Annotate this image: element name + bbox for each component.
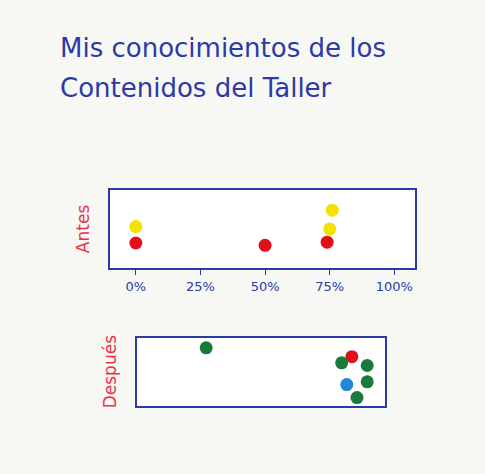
- svg-text:Antes: Antes: [73, 205, 93, 254]
- svg-text:50%: 50%: [251, 279, 280, 294]
- svg-text:75%: 75%: [315, 279, 344, 294]
- svg-text:25%: 25%: [186, 279, 215, 294]
- html-text:Mis conocimientos de los Conte: Mis conocimientos de los Contenidos del …: [60, 33, 386, 103]
- svg-text:Después: Después: [100, 335, 120, 408]
- svg-text:0%: 0%: [126, 279, 147, 294]
- svg-text:100%: 100%: [376, 279, 413, 294]
